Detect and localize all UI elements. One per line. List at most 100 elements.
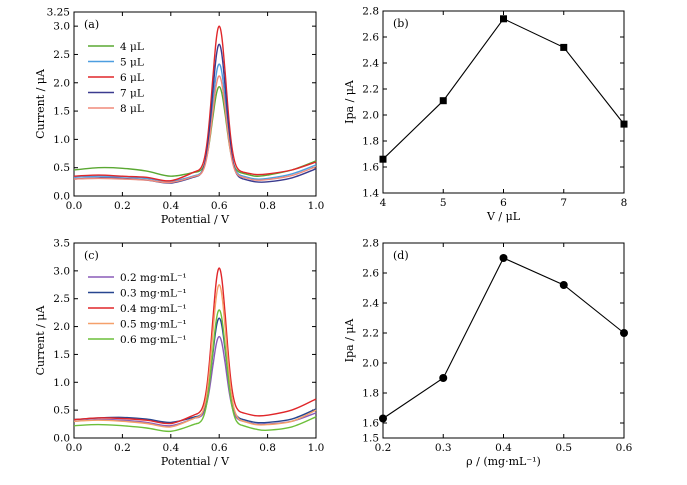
y-tick-label: 0.5 [53,405,70,417]
legend-label: 0.6 mg·mL⁻¹ [120,334,187,346]
data-point [379,155,387,163]
x-tick-label: 0.8 [259,200,276,212]
y-tick-label: 2.4 [362,58,379,70]
x-axis-label: Potential / V [161,455,230,468]
y-tick-label: 1.0 [53,134,70,146]
panel-label: (d) [393,249,409,262]
y-tick-label: 2.8 [362,238,379,250]
plot-frame [73,242,317,439]
y-tick-label: 2.0 [53,77,70,89]
x-tick-label: 8 [621,197,628,209]
y-axis-label: Current / μA [34,305,47,376]
x-tick-label: 0.2 [114,442,131,454]
y-tick-label: 2.5 [53,293,70,305]
y-tick-label: 1.4 [362,188,379,200]
y-tick-label: 2.4 [362,298,379,310]
x-tick-label: 0.5 [555,442,572,454]
x-tick-label: 0.6 [211,200,228,212]
x-tick-label: 0.2 [375,442,392,454]
x-axis-label: V / μL [486,210,521,223]
y-tick-label: 1.8 [362,388,379,400]
x-tick-label: 5 [440,197,447,209]
x-tick-label: 0.8 [259,442,276,454]
data-point [620,329,628,337]
x-tick-label: 0.4 [495,442,512,454]
x-tick-label: 0.0 [66,442,83,454]
x-tick-label: 0.6 [211,442,228,454]
panel-a: 0.0 0.2 0.4 0.6 0.8 1.0 0.0 0.5 1.0 1.5 2.0 2.5 3.0 3… [34,7,324,227]
y-tick-label: 2.0 [362,110,379,122]
series-line-2 [73,317,317,424]
x-tick-label: 0.4 [162,200,179,212]
y-tick-label: 1.5 [53,349,70,361]
panel-d: 0.2 0.3 0.4 0.5 0.6 1.5 1.6 1.8 2.0 2.2 2.4 2.6 2.8 ρ… [343,238,633,469]
y-tick-label: 1.6 [362,418,379,430]
legend-label: 0.2 mg·mL⁻¹ [120,272,187,284]
y-tick-label: 1.6 [362,162,379,174]
x-tick-label: 0.6 [616,442,633,454]
legend-label: 4 μL [120,41,144,53]
y-tick-label: 0.5 [53,162,70,174]
legend-label: 5 μL [120,57,144,69]
x-tick-label: 0.2 [114,200,131,212]
y-tick-label: 1.8 [362,136,379,148]
y-tick-label: 3.5 [53,238,70,250]
panel-c: 0.0 0.2 0.4 0.6 0.8 1.0 0.0 0.5 1.0 1.5 2.0 2.5 3.0 3… [34,238,324,469]
legend-label: 6 μL [120,72,144,84]
legend-label: 0.3 mg·mL⁻¹ [120,288,187,300]
series-line-2 [73,63,317,183]
y-tick-label: 3.0 [53,265,70,277]
series-line-4 [73,284,317,428]
data-point [500,15,507,23]
data-point [439,97,447,105]
legend-label: 0.5 mg·mL⁻¹ [120,319,187,331]
x-tick-label: 1.0 [308,200,325,212]
y-tick-label: 1.5 [362,433,379,445]
data-point [560,43,568,51]
series-line-5 [73,75,317,184]
legend-label: 7 μL [120,88,144,100]
data-point [439,374,448,382]
y-tick-label: 3.25 [47,7,70,19]
y-tick-label: 2.2 [362,84,379,96]
plot-frame [73,11,317,197]
y-tick-label: 2.0 [362,358,379,370]
data-point [620,120,628,128]
data-point [379,414,387,423]
x-tick-label: 0.4 [162,442,179,454]
series-line-1 [73,85,317,177]
data-point [499,254,508,262]
y-tick-label: 1.5 [53,106,70,118]
x-tick-label: 7 [560,197,567,209]
x-tick-label: 1.0 [308,442,325,454]
series-line-3 [73,267,317,425]
y-tick-label: 2.6 [362,32,379,44]
x-tick-label: 4 [380,197,387,209]
data-line [382,18,625,160]
series-line-5 [73,309,317,433]
legend-label: 0.4 mg·mL⁻¹ [120,303,187,315]
y-axis-label: Ipa / μA [343,79,356,124]
x-axis-label: ρ / (mg·mL⁻¹) [466,455,541,468]
x-tick-label: 6 [500,197,507,209]
y-tick-label: 2.5 [53,49,70,61]
y-tick-label: 0.0 [53,433,70,445]
series-line-3 [73,25,317,182]
y-tick-label: 2.2 [362,328,379,340]
panel-label: (b) [393,17,409,30]
y-tick-label: 2.6 [362,268,379,280]
x-tick-label: 0.0 [66,200,83,212]
y-tick-label: 2.8 [362,6,379,18]
x-tick-label: 0.3 [435,442,452,454]
y-axis-label: Ipa / μA [343,318,356,363]
plot-frame [382,10,625,194]
y-tick-label: 0.0 [53,191,70,203]
data-point [559,281,568,289]
panel-label: (c) [84,249,99,262]
y-axis-label: Current / μA [34,68,47,139]
data-line [382,257,625,419]
y-tick-label: 2.0 [53,321,70,333]
panel-b: 4 5 6 7 8 1.4 1.6 1.8 2.0 2.2 2.4 2.6 2.8 V / μL Ipa /… [343,6,628,223]
plot-frame [382,242,625,439]
